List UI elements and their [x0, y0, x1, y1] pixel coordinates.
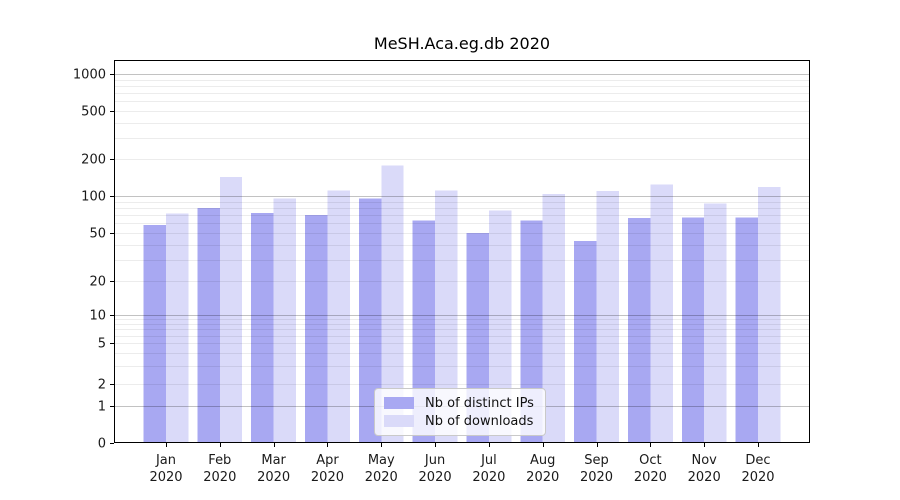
y-tick-label: 1000 [73, 68, 106, 83]
legend-row-distinct-ips: Nb of distinct IPs [384, 396, 535, 411]
bar-nb-of-downloads-dec [758, 187, 781, 443]
bar-nb-of-distinct-ips-nov [681, 217, 705, 443]
bars-layer [143, 165, 781, 443]
x-tick-label-year: 2020 [149, 470, 182, 485]
grid-layer [114, 74, 810, 407]
bar-nb-of-downloads-jun [435, 190, 458, 443]
x-tick-label-month: Feb [208, 453, 231, 468]
legend-row-downloads: Nb of downloads [384, 414, 535, 429]
x-tick-label-month: Oct [639, 453, 661, 468]
x-tick-label-year: 2020 [365, 470, 398, 485]
x-tick-label-month: Sep [584, 453, 609, 468]
y-axis: 0 1 2 5 10 20 50 100 200 500 1000 [73, 68, 114, 452]
x-tick-label-year: 2020 [741, 470, 774, 485]
bar-nb-of-distinct-ips-mar [251, 212, 274, 443]
bar-nb-of-downloads-jul [488, 210, 512, 443]
x-tick-label-year: 2020 [688, 470, 721, 485]
bar-nb-of-downloads-sep [596, 190, 619, 443]
bar-nb-of-distinct-ips-may [358, 198, 382, 443]
x-tick-label-year: 2020 [634, 470, 667, 485]
legend-label-distinct-ips: Nb of distinct IPs [425, 395, 534, 411]
y-tick-label: 1 [98, 400, 106, 415]
bar-nb-of-distinct-ips-feb [197, 207, 220, 443]
chart-title: MeSH.Aca.eg.db 2020 [373, 34, 551, 53]
y-tick-label: 100 [81, 190, 106, 205]
plot-frame [114, 60, 810, 443]
bar-nb-of-downloads-mar [273, 198, 296, 443]
bar-nb-of-distinct-ips-jan [143, 225, 166, 443]
y-tick-label: 500 [81, 105, 106, 120]
x-tick-label-month: Aug [530, 453, 555, 468]
bar-nb-of-distinct-ips-oct [628, 218, 651, 443]
x-tick-label-month: Mar [261, 453, 286, 468]
y-tick-label: 20 [89, 275, 106, 290]
x-tick-label-month: Apr [316, 453, 339, 468]
legend-swatch-downloads-icon [384, 415, 414, 427]
x-tick-label-year: 2020 [419, 470, 452, 485]
y-tick-label: 50 [89, 227, 106, 242]
bar-nb-of-distinct-ips-sep [574, 240, 597, 443]
x-tick-label-year: 2020 [526, 470, 559, 485]
x-tick-label-month: May [368, 453, 395, 468]
y-tick-label: 2 [98, 378, 106, 393]
x-tick-label-year: 2020 [472, 470, 505, 485]
bar-nb-of-downloads-oct [650, 184, 673, 443]
x-tick-label-month: Jan [155, 453, 176, 468]
legend-label-downloads: Nb of downloads [425, 413, 534, 429]
legend: Nb of distinct IPs Nb of downloads [374, 388, 546, 436]
y-tick-label: 10 [89, 309, 106, 324]
x-tick-label-year: 2020 [311, 470, 344, 485]
x-tick-label-month: Jun [424, 453, 445, 468]
legend-swatch-distinct-ips-icon [384, 397, 414, 409]
bar-nb-of-downloads-jan [166, 213, 189, 443]
x-tick-label-month: Dec [745, 453, 770, 468]
x-tick-label-year: 2020 [203, 470, 236, 485]
bar-nb-of-distinct-ips-dec [735, 217, 758, 443]
x-tick-label-year: 2020 [257, 470, 290, 485]
bar-nb-of-distinct-ips-jun [412, 220, 436, 443]
bar-nb-of-distinct-ips-apr [305, 215, 328, 443]
x-tick-label-month: Jul [480, 453, 497, 468]
x-tick-label-year: 2020 [580, 470, 613, 485]
bar-nb-of-downloads-apr [327, 190, 350, 443]
bar-nb-of-downloads-nov [704, 203, 727, 443]
bar-nb-of-downloads-may [381, 165, 404, 443]
x-tick-label-month: Nov [691, 453, 717, 468]
y-tick-label: 5 [98, 337, 106, 352]
bar-nb-of-downloads-feb [219, 176, 243, 443]
x-axis: Jan 2020 Feb 2020 Mar 2020 Apr 2020 May 2020 Jun 20… [149, 443, 775, 485]
y-tick-label: 0 [98, 437, 106, 452]
bar-nb-of-downloads-aug [542, 193, 566, 443]
bar-nb-of-distinct-ips-aug [520, 220, 543, 443]
y-tick-label: 200 [81, 153, 106, 168]
